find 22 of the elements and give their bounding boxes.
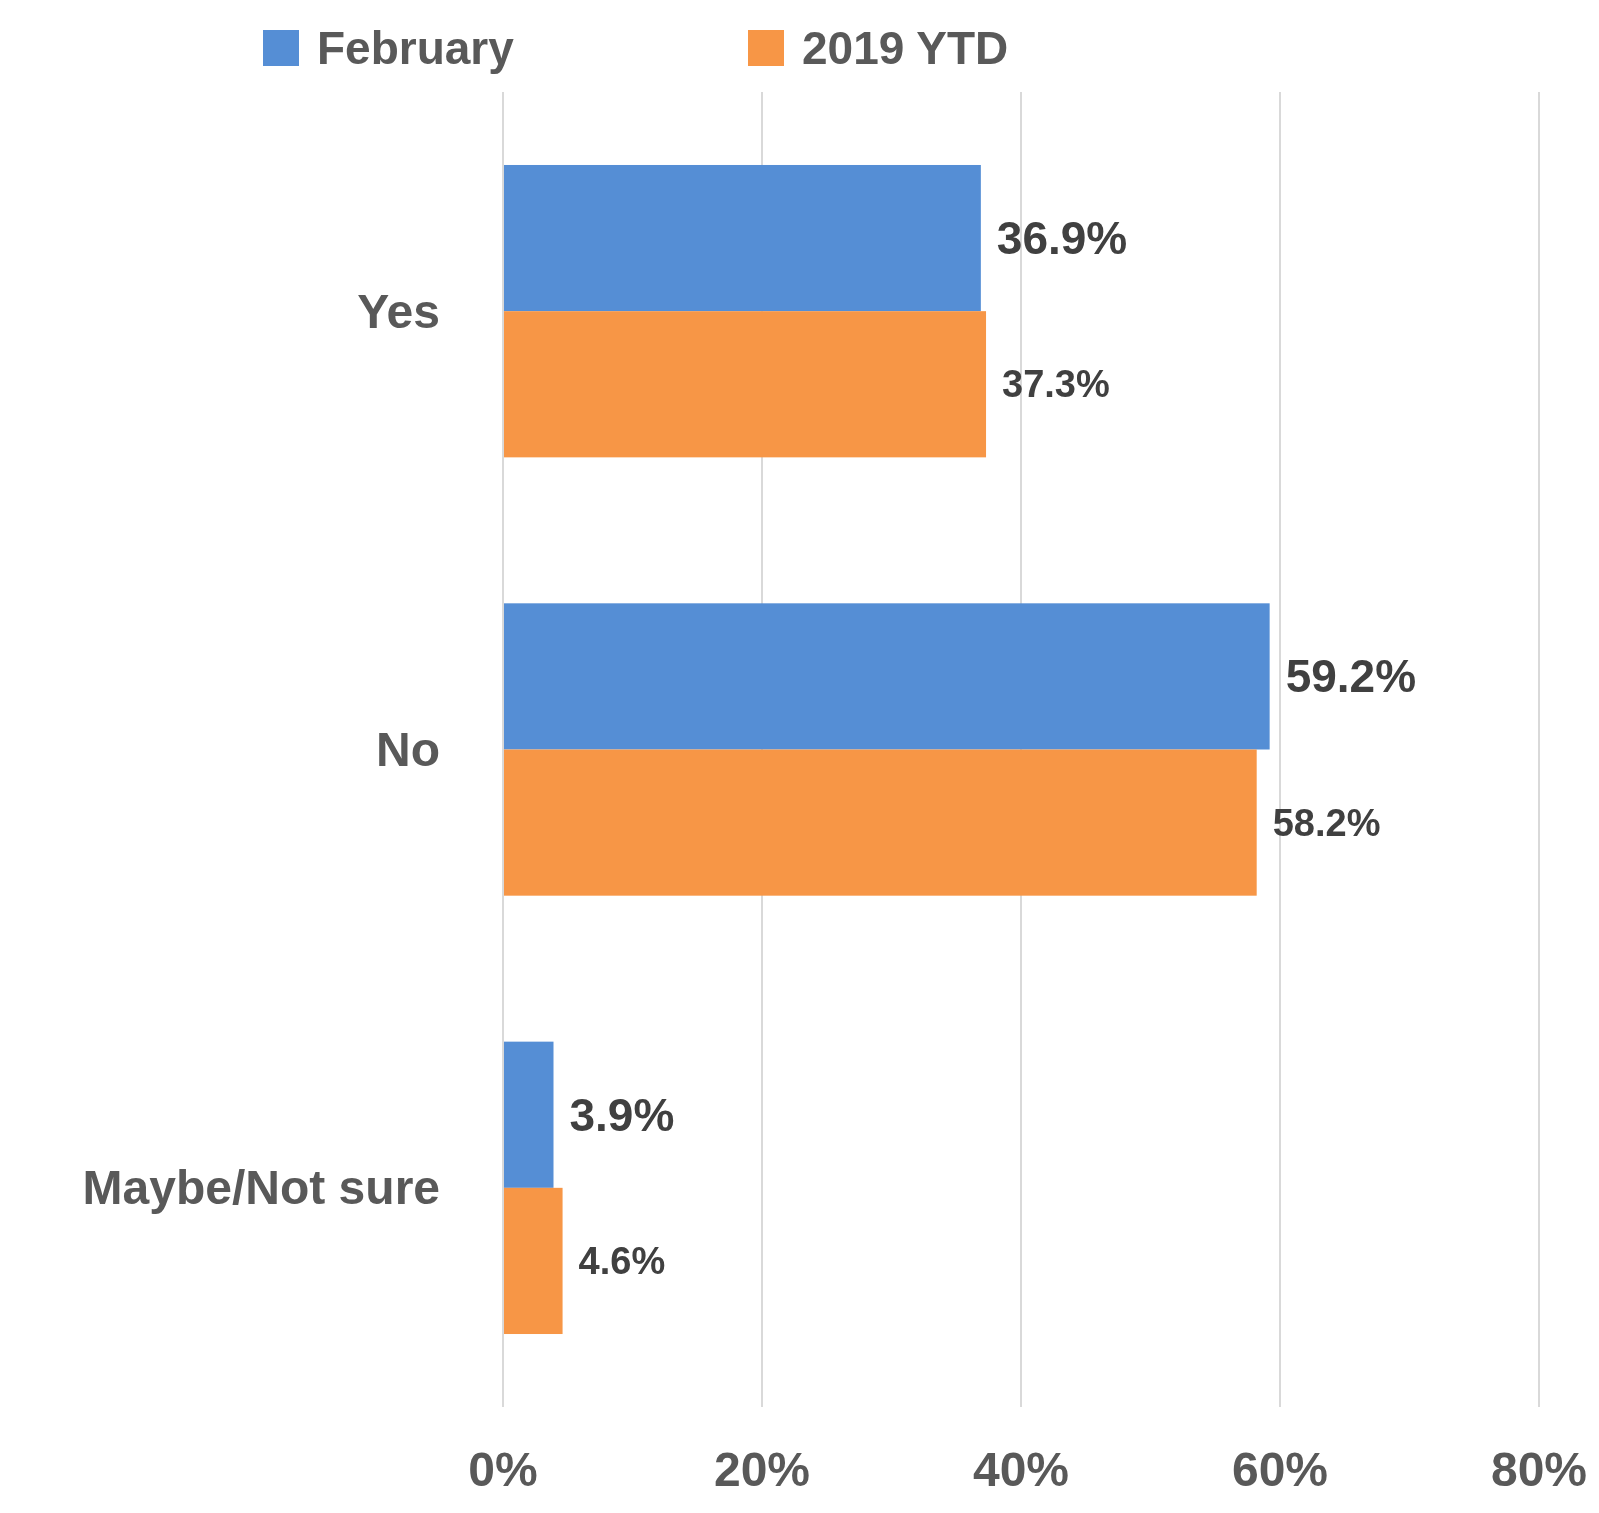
legend-label: 2019 YTD: [802, 22, 1009, 74]
bar: [503, 311, 987, 458]
bar: [503, 1041, 554, 1188]
y-tick-label: No: [376, 723, 440, 776]
x-tick-label: 60%: [1231, 1443, 1329, 1496]
x-tick-label: 0%: [468, 1443, 538, 1496]
data-label: 37.3%: [1002, 363, 1110, 406]
y-tick-label: Yes: [357, 284, 440, 338]
x-tick-label: 80%: [1490, 1443, 1588, 1496]
data-label: 3.9%: [569, 1088, 675, 1141]
data-label: 36.9%: [996, 212, 1128, 265]
data-label: 59.2%: [1285, 650, 1417, 703]
bar: [503, 749, 1257, 896]
bar: [503, 1187, 563, 1335]
bar: [503, 603, 1270, 750]
data-label: 58.2%: [1272, 801, 1381, 844]
data-label: 4.6%: [578, 1239, 666, 1282]
legend-label: February: [317, 22, 515, 74]
y-tick-label: Maybe/Not sure: [82, 1161, 440, 1215]
x-tick-label: 20%: [713, 1443, 811, 1496]
bar: [503, 164, 981, 312]
x-tick-label: 40%: [972, 1443, 1070, 1496]
